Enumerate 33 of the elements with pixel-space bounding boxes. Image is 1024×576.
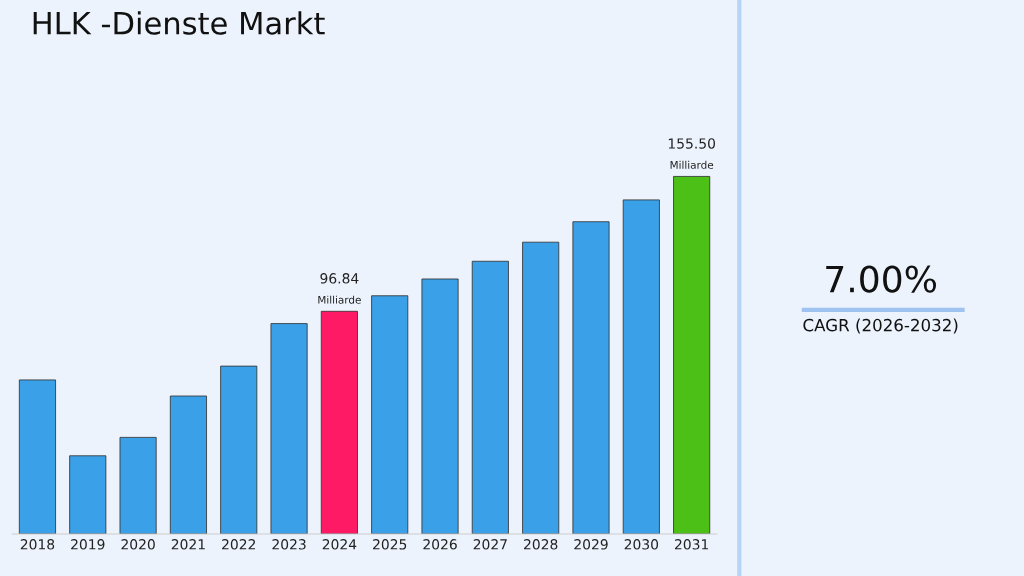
bar — [421, 278, 459, 534]
bar — [622, 199, 660, 534]
x-tick-label: 2023 — [272, 539, 306, 550]
bar — [371, 295, 409, 534]
bar — [471, 260, 509, 534]
x-tick-label: 2026 — [423, 539, 457, 550]
x-tick-label: 2027 — [473, 539, 507, 550]
bar — [572, 221, 610, 534]
bar — [270, 323, 308, 534]
x-tick-label: 2028 — [524, 539, 558, 550]
x-tick-label: 2030 — [624, 539, 659, 550]
bar — [69, 455, 107, 534]
x-tick-label: 2029 — [574, 539, 608, 550]
x-tick-label: 2019 — [71, 539, 105, 550]
bar — [522, 241, 560, 534]
bar — [320, 310, 358, 534]
bar — [119, 436, 157, 534]
text: 7.00% — [826, 265, 937, 293]
bar — [169, 395, 207, 534]
x-tick-label: 2018 — [20, 539, 55, 550]
bar — [18, 379, 56, 534]
x-tick-label: 2020 — [121, 539, 155, 550]
data-label: 155.50 Milliarde — [668, 138, 716, 169]
x-tick-label: 2024 — [322, 539, 357, 550]
chart-title: HLK -Dienste Markt — [33, 11, 325, 35]
x-tick-label: 2021 — [171, 539, 205, 550]
bar — [220, 365, 258, 534]
x-tick-label: 2031 — [674, 539, 709, 550]
x-tick-label: 2022 — [222, 539, 256, 550]
data-label: 96.84 Milliarde — [318, 273, 361, 304]
bar — [673, 176, 711, 534]
text: CAGR (2026-2032) — [803, 318, 958, 334]
x-tick-label: 2025 — [373, 539, 407, 550]
